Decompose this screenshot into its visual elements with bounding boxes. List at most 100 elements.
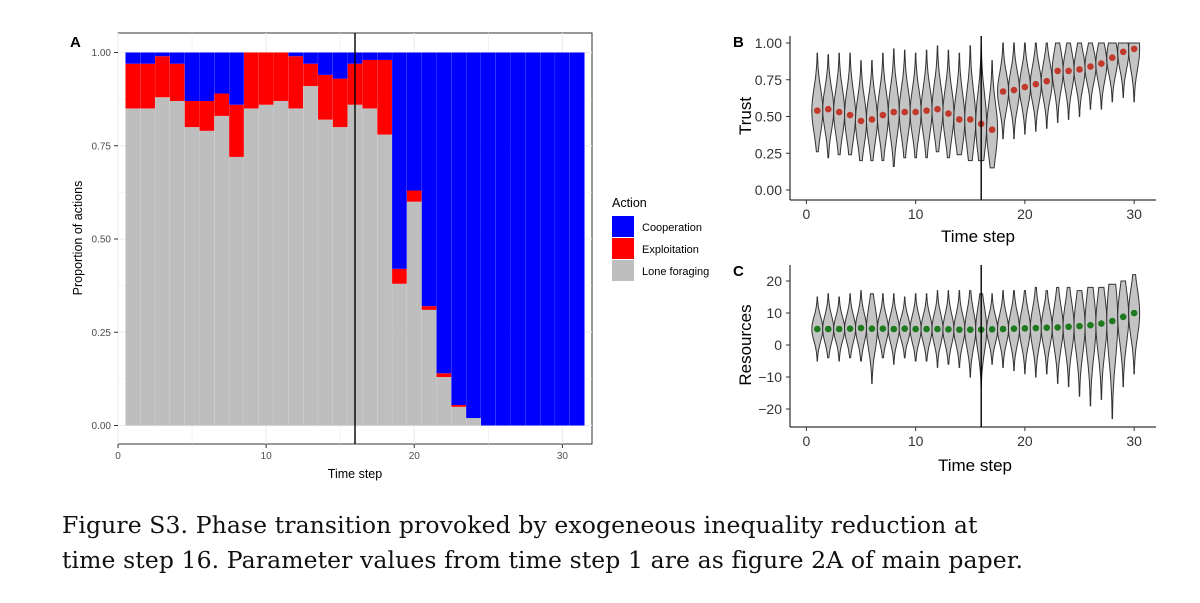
c-violin-6 [866, 293, 878, 384]
b-mean-point-26 [1087, 63, 1094, 70]
c-mean-point-21 [1032, 324, 1040, 332]
panel-c-violins [811, 274, 1141, 420]
panel-a-x-ticks: 0 10 20 30 [115, 444, 568, 462]
bar-exploitation-7 [214, 93, 230, 116]
b-violin-8 [887, 48, 900, 167]
figure-caption: Figure S3. Phase transition provoked by … [62, 508, 1162, 578]
c-mean-point-27 [1098, 320, 1105, 327]
c-mean-point-1 [814, 325, 821, 333]
x-tick-label: 0 [802, 433, 810, 449]
panel-c-xlabel: Time step [938, 456, 1012, 475]
y-tick-label: 1.00 [755, 35, 782, 51]
bar-cooperation-8 [229, 52, 244, 105]
c-mean-point-19 [1010, 325, 1018, 332]
panel-b-points [814, 45, 1138, 134]
panel-c-ylabel: Resources [736, 304, 755, 385]
bar-exploitation-5 [184, 100, 200, 128]
x-tick-label: 30 [1126, 206, 1142, 222]
c-mean-point-10 [912, 325, 919, 333]
y-tick-label: −20 [758, 401, 782, 417]
panel-a-ylabel: Proportion of actions [71, 181, 85, 296]
b-violin-28 [1106, 42, 1119, 103]
bar-exploitation-3 [155, 56, 170, 98]
bar-lone-foraging-15 [332, 127, 348, 426]
bar-exploitation-4 [169, 63, 185, 101]
y-tick-label: 0.25 [755, 145, 782, 161]
y-tick-label: 0.50 [755, 109, 782, 125]
bar-cooperation-31 [569, 52, 585, 426]
c-mean-point-2 [824, 325, 832, 333]
bar-cooperation-28 [525, 52, 541, 426]
bar-lone-foraging-2 [140, 108, 155, 426]
b-violin-24 [1062, 42, 1075, 120]
b-violin-7 [876, 52, 889, 162]
c-mean-point-4 [846, 325, 854, 332]
bar-lone-foraging-5 [184, 127, 200, 426]
bar-cooperation-4 [169, 52, 185, 64]
c-violin-25 [1073, 290, 1086, 397]
c-mean-point-20 [1021, 325, 1029, 332]
bar-exploitation-9 [243, 52, 259, 109]
bar-exploitation-14 [318, 74, 333, 120]
b-mean-point-22 [1043, 77, 1051, 85]
c-mean-point-15 [966, 326, 974, 333]
panel-b-letter: B [733, 34, 744, 51]
bar-cooperation-1 [125, 52, 141, 64]
b-mean-point-7 [879, 111, 887, 119]
bar-exploitation-6 [199, 100, 215, 131]
b-violin-30 [1128, 42, 1141, 103]
b-mean-point-10 [912, 108, 919, 116]
bar-lone-foraging-10 [258, 104, 274, 426]
b-mean-point-8 [890, 108, 898, 116]
x-tick-label: 0 [115, 451, 121, 462]
b-violin-23 [1051, 42, 1064, 123]
x-tick-label: 10 [261, 451, 273, 462]
b-violin-12 [931, 45, 944, 153]
b-mean-point-24 [1065, 67, 1072, 75]
b-mean-point-1 [814, 107, 821, 114]
c-violin-29 [1117, 280, 1130, 388]
bar-exploitation-8 [229, 104, 244, 157]
b-mean-point-29 [1119, 48, 1127, 56]
caption-line-1: Figure S3. Phase transition provoked by … [62, 511, 978, 539]
c-mean-point-6 [868, 325, 876, 332]
c-mean-point-23 [1054, 324, 1061, 331]
bar-lone-foraging-23 [451, 406, 467, 426]
legend-label-exploitation: Exploitation [642, 244, 699, 256]
bar-cooperation-25 [480, 52, 496, 426]
b-violin-6 [865, 60, 878, 162]
b-mean-point-15 [966, 116, 974, 123]
panel-b-ylabel: Trust [736, 97, 755, 135]
bar-lone-foraging-13 [303, 86, 318, 426]
c-violin-20 [1018, 290, 1031, 375]
y-tick-label: 1.00 [92, 48, 112, 59]
bar-cooperation-6 [199, 52, 215, 101]
bar-exploitation-19 [392, 268, 407, 284]
bar-exploitation-2 [140, 63, 155, 109]
bar-cooperation-12 [288, 52, 304, 57]
bar-cooperation-29 [540, 52, 555, 426]
c-violin-22 [1040, 290, 1053, 375]
bar-cooperation-5 [184, 52, 200, 101]
panel-b-y-ticks: 0.00 0.25 0.50 0.75 1.00 [755, 35, 790, 198]
bar-exploitation-15 [332, 78, 348, 128]
y-tick-label: 0.75 [755, 72, 782, 88]
legend-label-cooperation: Cooperation [642, 222, 702, 234]
y-tick-label: 0.50 [92, 235, 112, 246]
c-mean-point-14 [956, 326, 963, 333]
c-violin-28 [1106, 283, 1119, 420]
x-tick-label: 10 [908, 433, 924, 449]
x-tick-label: 20 [1017, 206, 1033, 222]
b-mean-point-9 [901, 108, 909, 116]
b-mean-point-12 [934, 105, 941, 113]
panel-c-letter: C [733, 263, 744, 280]
c-violin-26 [1084, 286, 1097, 407]
bar-cooperation-19 [392, 52, 407, 269]
c-mean-point-26 [1087, 321, 1094, 329]
y-tick-label: 0.25 [92, 328, 112, 339]
b-mean-point-21 [1032, 80, 1040, 88]
b-mean-point-5 [857, 117, 865, 125]
bar-cooperation-24 [466, 52, 481, 419]
bar-cooperation-14 [318, 52, 333, 75]
c-violin-24 [1062, 286, 1075, 388]
